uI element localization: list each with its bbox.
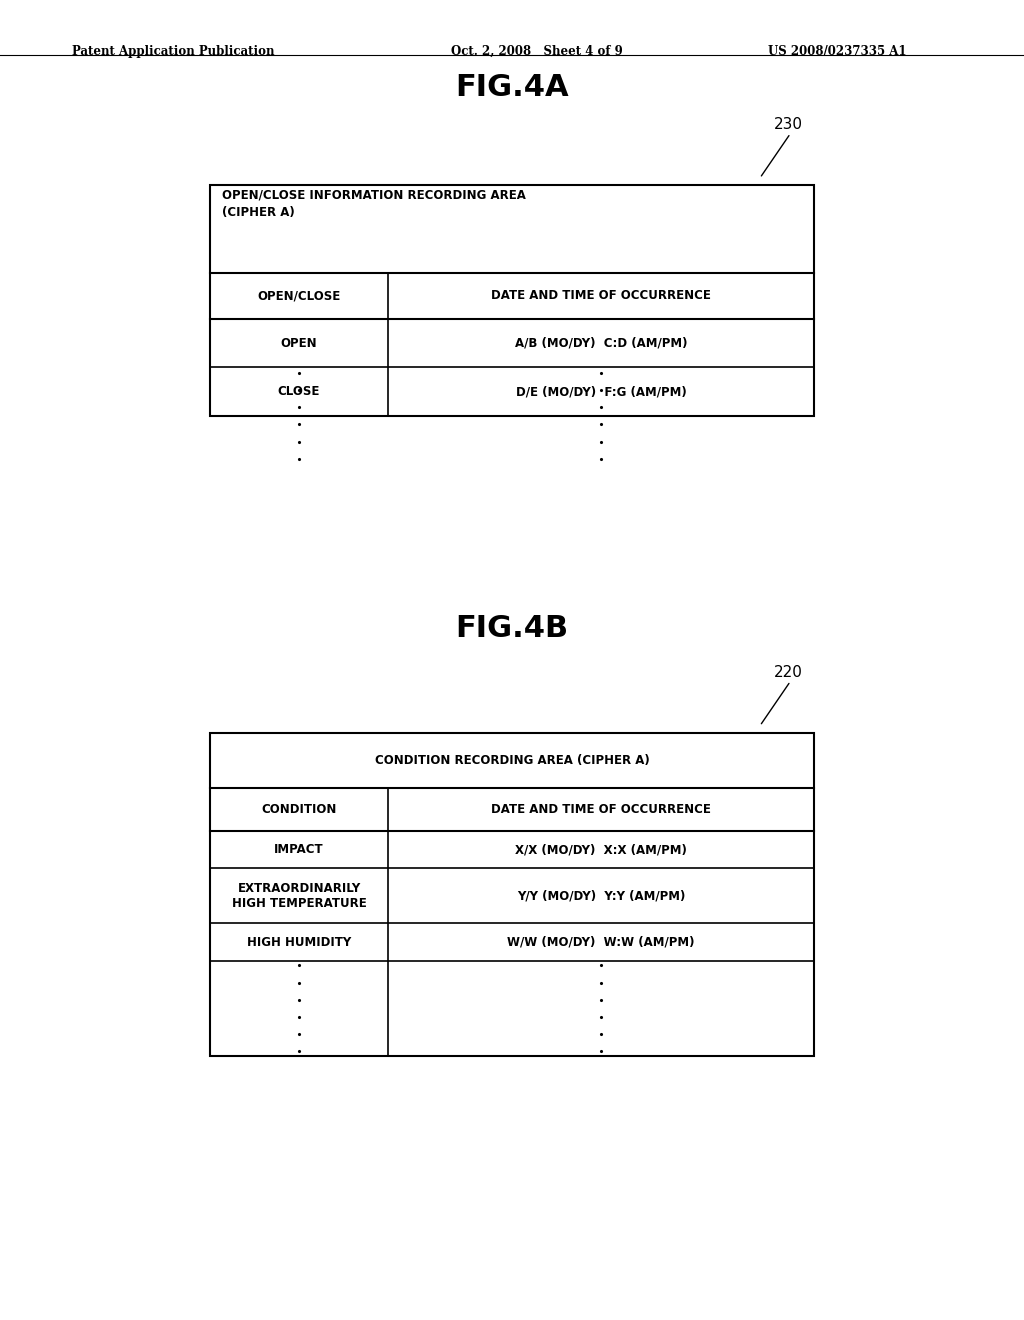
Text: Y/Y (MO/DY)  Y:Y (AM/PM): Y/Y (MO/DY) Y:Y (AM/PM) (517, 890, 685, 903)
Text: Patent Application Publication: Patent Application Publication (72, 45, 274, 58)
Text: FIG.4A: FIG.4A (456, 73, 568, 102)
Bar (210, 733, 814, 1056)
Text: A/B (MO/DY)  C:D (AM/PM): A/B (MO/DY) C:D (AM/PM) (515, 337, 687, 350)
Text: OPEN/CLOSE INFORMATION RECORDING AREA
(CIPHER A): OPEN/CLOSE INFORMATION RECORDING AREA (C… (222, 189, 526, 219)
Text: 230: 230 (774, 117, 803, 132)
Text: CLOSE: CLOSE (278, 385, 321, 399)
Text: W/W (MO/DY)  W:W (AM/PM): W/W (MO/DY) W:W (AM/PM) (507, 936, 695, 949)
Text: CONDITION RECORDING AREA (CIPHER A): CONDITION RECORDING AREA (CIPHER A) (375, 754, 649, 767)
Text: FIG.4B: FIG.4B (456, 614, 568, 643)
Text: DATE AND TIME OF OCCURRENCE: DATE AND TIME OF OCCURRENCE (492, 289, 711, 302)
Text: OPEN: OPEN (281, 337, 317, 350)
Text: X/X (MO/DY)  X:X (AM/PM): X/X (MO/DY) X:X (AM/PM) (515, 843, 687, 857)
Bar (210, 185, 814, 416)
Text: DATE AND TIME OF OCCURRENCE: DATE AND TIME OF OCCURRENCE (492, 803, 711, 816)
Text: D/E (MO/DY)  F:G (AM/PM): D/E (MO/DY) F:G (AM/PM) (516, 385, 686, 399)
Text: 220: 220 (774, 665, 803, 680)
Text: IMPACT: IMPACT (274, 843, 324, 857)
Text: EXTRAORDINARILY
HIGH TEMPERATURE: EXTRAORDINARILY HIGH TEMPERATURE (231, 882, 367, 909)
Text: CONDITION: CONDITION (261, 803, 337, 816)
Text: US 2008/0237335 A1: US 2008/0237335 A1 (768, 45, 906, 58)
Text: Oct. 2, 2008   Sheet 4 of 9: Oct. 2, 2008 Sheet 4 of 9 (451, 45, 623, 58)
Text: HIGH HUMIDITY: HIGH HUMIDITY (247, 936, 351, 949)
Text: OPEN/CLOSE: OPEN/CLOSE (257, 289, 341, 302)
